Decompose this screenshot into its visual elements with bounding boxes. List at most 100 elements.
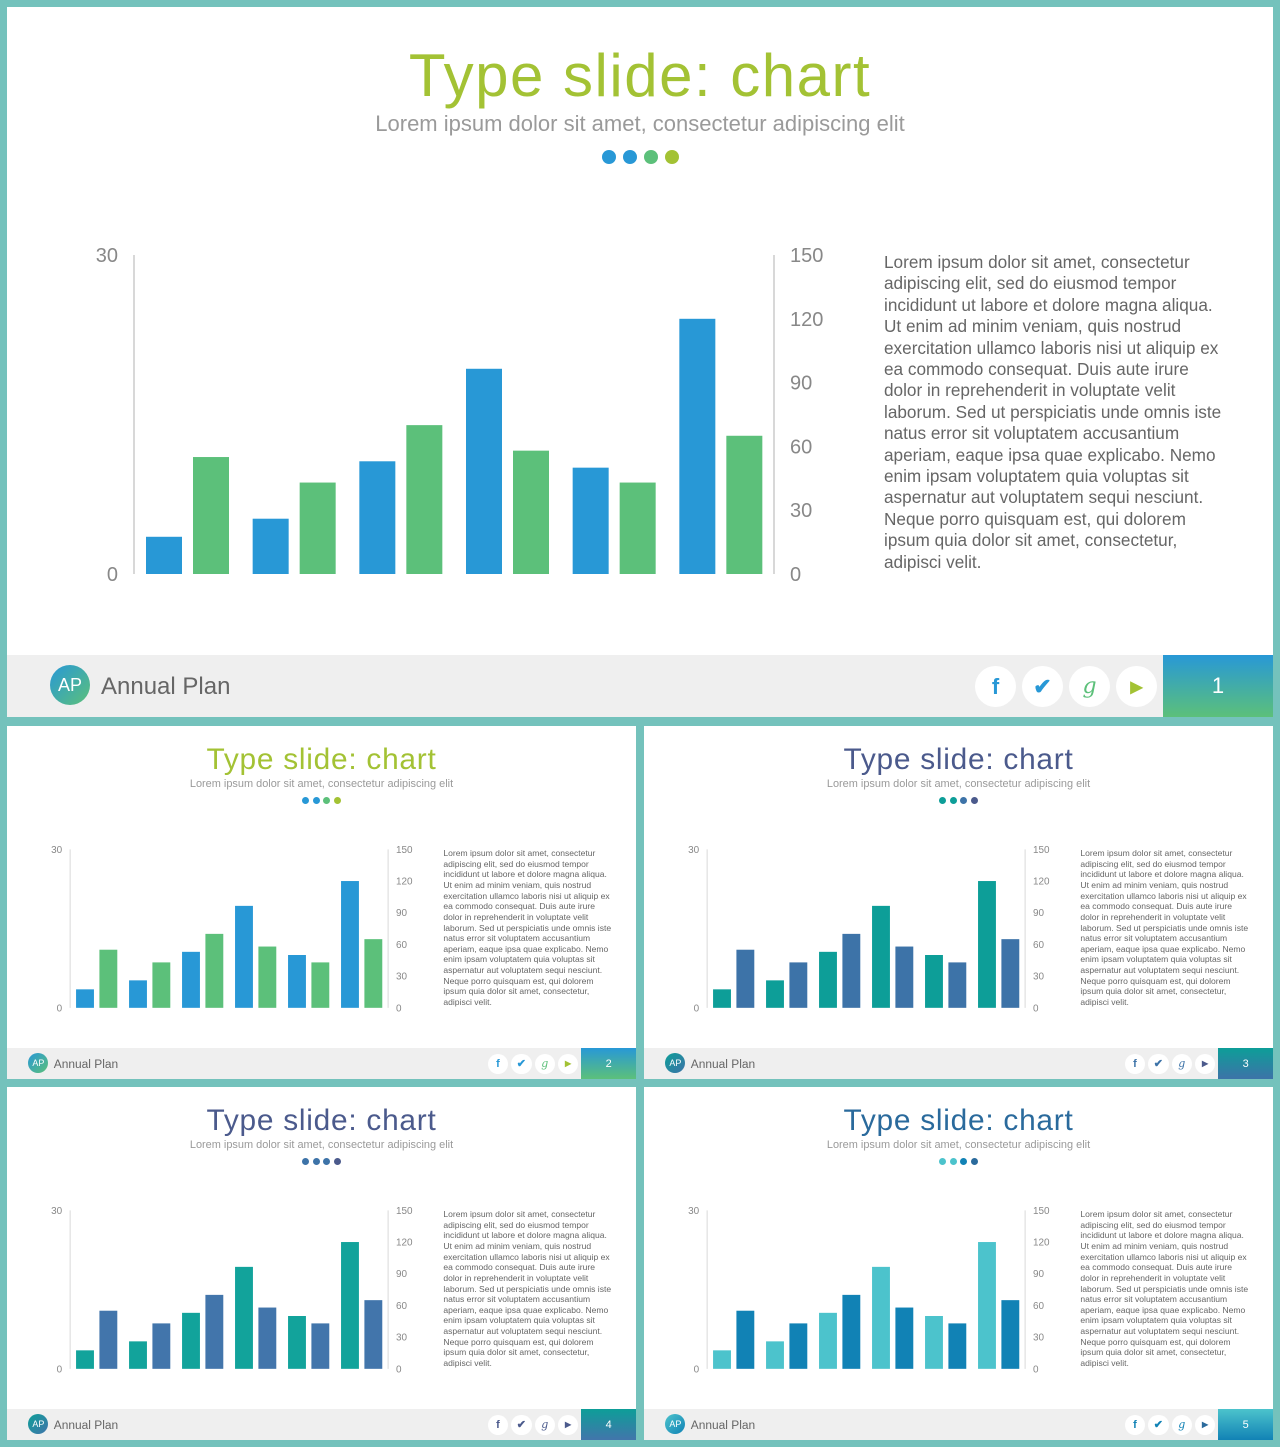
bar-series2: [736, 1310, 755, 1369]
bar-series1: [341, 1242, 359, 1369]
bar-series2: [311, 962, 330, 1008]
bar-series2: [842, 933, 861, 1008]
right-tick-label: 120: [1033, 1238, 1050, 1249]
social-icons: f ✔ g ▶: [1124, 1053, 1216, 1075]
dot-icon: [323, 1158, 331, 1166]
dot-icon: [333, 797, 341, 805]
twitter-icon[interactable]: ✔: [1148, 1414, 1169, 1436]
dot-icon: [333, 1158, 341, 1166]
facebook-icon[interactable]: f: [1124, 1414, 1146, 1436]
right-tick-label: 120: [1033, 877, 1050, 888]
slide-4: Type slide: chart Lorem ipsum dolor sit a…: [7, 1087, 636, 1440]
page-number: 1: [1163, 655, 1273, 717]
google-plus-icon[interactable]: g: [534, 1414, 555, 1436]
right-tick-label: 120: [396, 877, 413, 888]
right-tick-label: 60: [790, 436, 812, 458]
right-tick-label: 150: [1033, 1206, 1050, 1217]
bar-series1: [341, 881, 359, 1008]
dot-icon: [323, 797, 331, 805]
footer-bar: AP Annual Plan f ✔ g ▶ 2: [7, 1048, 636, 1079]
slide-5: Type slide: chart Lorem ipsum dolor sit a…: [644, 1087, 1273, 1440]
right-tick-label: 30: [396, 1333, 408, 1344]
slide-2: Type slide: chart Lorem ipsum dolor sit a…: [7, 726, 636, 1079]
bar-series1: [182, 951, 200, 1008]
slide-subtitle: Lorem ipsum dolor sit amet, consectetur …: [189, 1138, 454, 1151]
footer-bar: AP Annual Plan f ✔ g ▶ 4: [7, 1409, 636, 1440]
bar-series2: [895, 1307, 914, 1369]
bar-series2: [258, 1307, 277, 1369]
right-tick-label: 150: [790, 245, 823, 267]
facebook-icon[interactable]: f: [1124, 1053, 1146, 1075]
bar-series2: [99, 1310, 118, 1369]
bar-series1: [572, 467, 609, 574]
youtube-icon[interactable]: ▶: [557, 1414, 579, 1436]
footer-label: Annual Plan: [53, 1418, 119, 1433]
bar-series1: [466, 368, 502, 574]
bar-series1: [925, 954, 943, 1008]
youtube-icon[interactable]: ▶: [1116, 666, 1157, 707]
google-plus-icon[interactable]: g: [534, 1053, 555, 1075]
bar-series2: [311, 1323, 330, 1369]
bar-series2: [152, 1323, 171, 1369]
right-tick-label: 60: [396, 940, 408, 951]
facebook-icon[interactable]: f: [487, 1414, 509, 1436]
dot-icon: [622, 150, 637, 164]
bar-series2: [789, 1323, 808, 1369]
dot-icon: [664, 150, 679, 164]
body-text: Lorem ipsum dolor sit amet, consectetur …: [884, 252, 1222, 572]
right-tick-label: 90: [790, 373, 812, 395]
bar-series2: [895, 946, 914, 1008]
right-tick-label: 0: [1033, 1003, 1039, 1014]
twitter-icon[interactable]: ✔: [511, 1414, 532, 1436]
bar-series2: [99, 949, 118, 1008]
bar-series1: [679, 318, 716, 574]
bar-series1: [76, 989, 94, 1008]
bar-series1: [819, 951, 837, 1008]
footer-bar: AP Annual Plan f ✔ g ▶ 5: [644, 1409, 1273, 1440]
slide-3: Type slide: chart Lorem ipsum dolor sit a…: [644, 726, 1273, 1079]
right-tick-label: 0: [396, 1364, 402, 1375]
bar-series2: [948, 1323, 967, 1369]
youtube-icon[interactable]: ▶: [1194, 1053, 1216, 1075]
right-tick-label: 90: [396, 1269, 408, 1280]
bar-series2: [1001, 1300, 1020, 1369]
decorative-dots: [644, 1158, 1273, 1166]
page-number: 4: [581, 1409, 636, 1440]
left-tick-label: 30: [51, 845, 63, 856]
left-tick-label: 30: [688, 1206, 700, 1217]
body-text: Lorem ipsum dolor sit amet, consectetur …: [1080, 847, 1249, 1008]
bar-series2: [726, 435, 763, 574]
bar-series1: [766, 1341, 784, 1369]
youtube-icon[interactable]: ▶: [557, 1053, 579, 1075]
footer-label: Annual Plan: [101, 673, 231, 700]
bar-series2: [736, 949, 755, 1008]
youtube-icon[interactable]: ▶: [1194, 1414, 1216, 1436]
right-tick-label: 0: [396, 1003, 402, 1014]
bar-series2: [842, 1294, 861, 1369]
bar-series2: [152, 962, 171, 1008]
left-tick-label: 0: [694, 1364, 700, 1375]
right-tick-label: 90: [1033, 908, 1045, 919]
right-tick-label: 30: [1033, 1333, 1045, 1344]
slide-title: Type slide: chart: [206, 742, 437, 776]
google-plus-icon[interactable]: g: [1171, 1053, 1192, 1075]
right-tick-label: 150: [1033, 845, 1050, 856]
dot-icon: [970, 1158, 978, 1166]
dot-icon: [939, 797, 947, 805]
facebook-icon[interactable]: f: [487, 1053, 509, 1075]
twitter-icon[interactable]: ✔: [511, 1053, 532, 1075]
facebook-icon[interactable]: f: [975, 666, 1016, 707]
left-tick-label: 30: [96, 245, 118, 267]
google-plus-icon[interactable]: g: [1069, 666, 1110, 707]
twitter-icon[interactable]: ✔: [1148, 1053, 1169, 1075]
bar-series1: [182, 1312, 200, 1369]
bar-series1: [252, 518, 289, 574]
bar-series2: [1001, 939, 1020, 1008]
bar-series1: [76, 1350, 94, 1369]
dot-icon: [312, 1158, 320, 1166]
logo-badge: AP: [28, 1414, 49, 1435]
google-plus-icon[interactable]: g: [1171, 1414, 1192, 1436]
twitter-icon[interactable]: ✔: [1022, 666, 1063, 707]
bar-series1: [146, 536, 182, 574]
right-tick-label: 60: [396, 1301, 408, 1312]
